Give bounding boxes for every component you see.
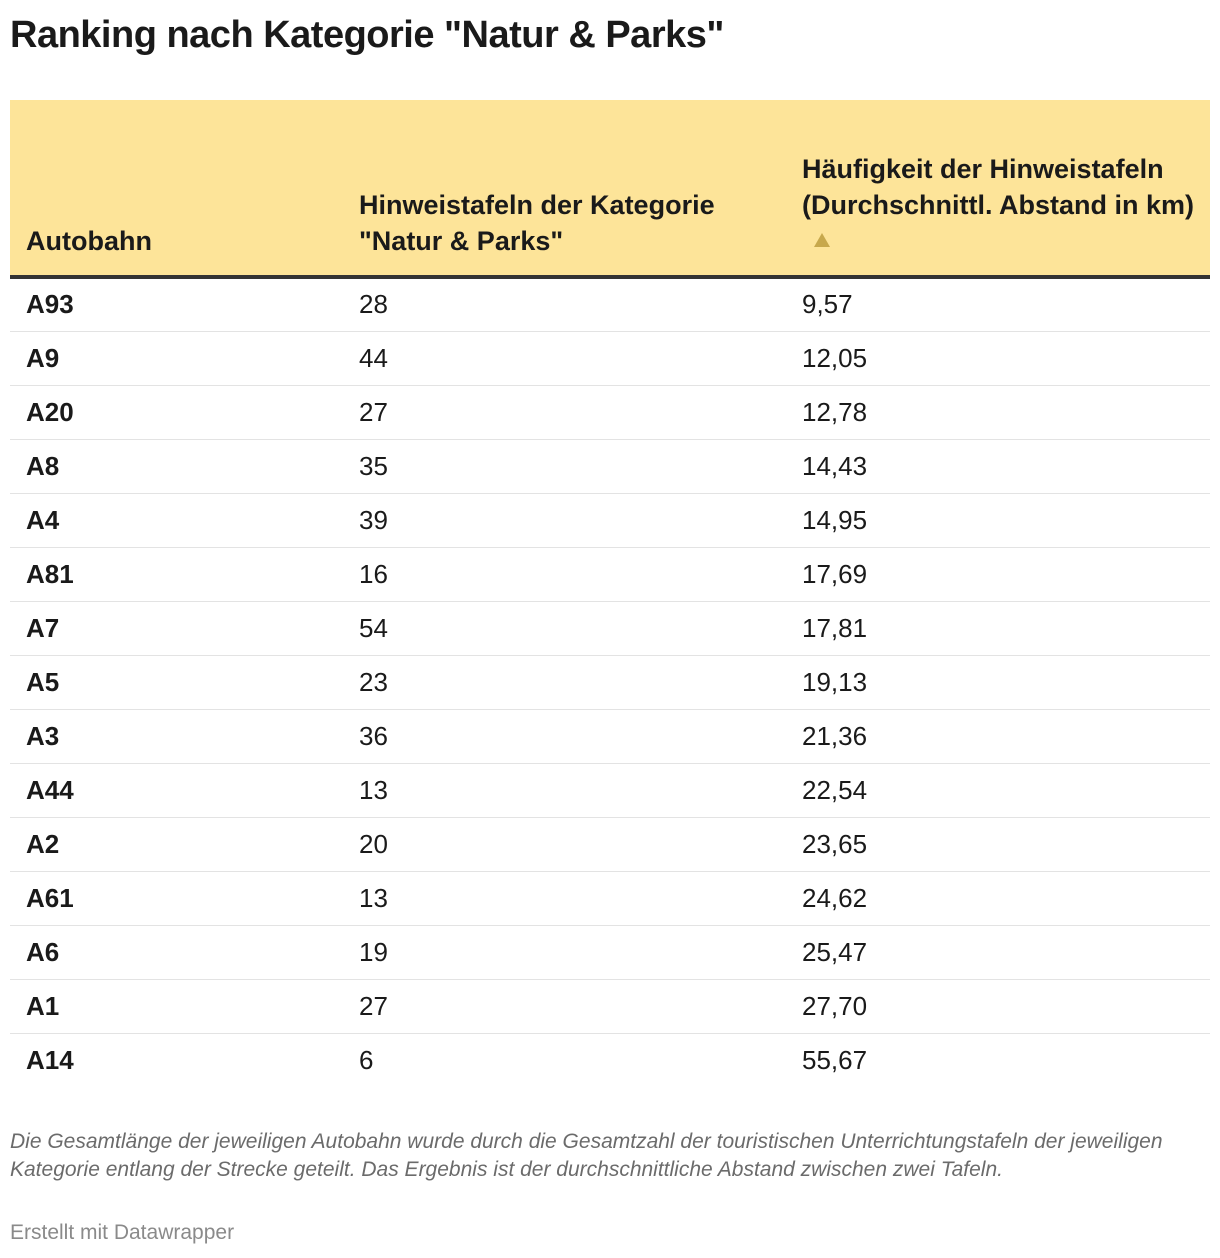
chart-notes: Die Gesamtlänge der jeweiligen Autobahn … xyxy=(10,1130,1163,1181)
table-row: A61 13 24,62 xyxy=(10,871,1210,926)
distance-cell: 55,67 xyxy=(802,1044,868,1075)
distance-cell: 12,05 xyxy=(786,331,1210,386)
distance-cell: 14,43 xyxy=(786,439,1210,494)
count-cell: 28 xyxy=(343,277,786,332)
table-body: A93 28 9,57 A9 44 12,05 A20 27 12,78 A8 35 14,43 A4 3… xyxy=(10,277,1210,1087)
autobahn-cell: A4 xyxy=(10,493,343,548)
table-row: A4 39 14,95 xyxy=(10,493,1210,548)
table-row: A20 27 12,78 xyxy=(10,385,1210,440)
count-cell: 23 xyxy=(343,655,786,710)
table-row: A81 16 17,69 xyxy=(10,547,1210,602)
table-row: A9 44 12,05 xyxy=(10,331,1210,386)
distance-cell: 19,13 xyxy=(786,655,1210,710)
count-cell: 27 xyxy=(343,979,786,1034)
count-cell: 13 xyxy=(343,763,786,818)
count-cell: 36 xyxy=(343,709,786,764)
autobahn-cell: A20 xyxy=(10,385,343,440)
autobahn-cell: A2 xyxy=(10,817,343,872)
autobahn-cell: A61 xyxy=(10,871,343,926)
count-cell: 6 xyxy=(359,1044,374,1075)
autobahn-cell: A8 xyxy=(10,439,343,494)
distance-cell: 24,62 xyxy=(786,871,1210,926)
distance-cell: 9,57 xyxy=(786,277,1210,332)
header-row: Autobahn Hinweistafeln der Kategorie "Na… xyxy=(10,100,1210,279)
table-row: A8 35 14,43 xyxy=(10,439,1210,494)
table-row: A44 13 22,54 xyxy=(10,763,1210,818)
table-row: A6 19 25,47 xyxy=(10,925,1210,980)
autobahn-cell: A81 xyxy=(10,547,343,602)
autobahn-cell: A7 xyxy=(10,601,343,656)
count-cell: 35 xyxy=(343,439,786,494)
count-cell: 39 xyxy=(343,493,786,548)
autobahn-cell: A44 xyxy=(10,763,343,818)
column-header-label: Häufigkeit der Hinweistafeln (Durchschni… xyxy=(802,154,1195,220)
autobahn-cell: A9 xyxy=(10,331,343,386)
autobahn-cell: A3 xyxy=(10,709,343,764)
distance-cell: 21,36 xyxy=(786,709,1210,764)
column-header-label: Autobahn xyxy=(26,226,152,256)
count-cell: 13 xyxy=(343,871,786,926)
table-row: A1 27 27,70 xyxy=(10,979,1210,1034)
table-header: Autobahn Hinweistafeln der Kategorie "Na… xyxy=(10,100,1210,279)
distance-cell: 22,54 xyxy=(786,763,1210,818)
column-header-count[interactable]: Hinweistafeln der Kategorie "Natur & Par… xyxy=(343,100,786,279)
count-cell: 20 xyxy=(343,817,786,872)
distance-cell: 17,69 xyxy=(786,547,1210,602)
autobahn-cell: A6 xyxy=(10,925,343,980)
distance-cell: 23,65 xyxy=(786,817,1210,872)
credit-line: Erstellt mit Datawrapper xyxy=(10,1221,235,1244)
distance-cell: 25,47 xyxy=(786,925,1210,980)
count-cell: 19 xyxy=(343,925,786,980)
distance-cell: 14,95 xyxy=(786,493,1210,548)
table-row: A3 36 21,36 xyxy=(10,709,1210,764)
autobahn-cell: A1 xyxy=(10,979,343,1034)
distance-cell: 17,81 xyxy=(786,601,1210,656)
count-cell: 54 xyxy=(343,601,786,656)
sort-ascending-icon[interactable] xyxy=(814,233,830,247)
distance-cell: 12,78 xyxy=(786,385,1210,440)
autobahn-cell: A93 xyxy=(10,277,343,332)
table-row: A7 54 17,81 xyxy=(10,601,1210,656)
count-cell: 27 xyxy=(343,385,786,440)
column-header-distance[interactable]: Häufigkeit der Hinweistafeln (Durchschni… xyxy=(786,100,1210,279)
autobahn-cell: A14 xyxy=(26,1044,74,1075)
table-row: A14 6 55,67 xyxy=(10,1033,1210,1087)
column-header-autobahn[interactable]: Autobahn xyxy=(10,100,343,279)
column-header-label: Hinweistafeln der Kategorie "Natur & Par… xyxy=(359,190,715,256)
chart-title: Ranking nach Kategorie "Natur & Parks" xyxy=(10,14,724,56)
table-row: A2 20 23,65 xyxy=(10,817,1210,872)
distance-cell: 27,70 xyxy=(786,979,1210,1034)
count-cell: 16 xyxy=(343,547,786,602)
table-row: A5 23 19,13 xyxy=(10,655,1210,710)
count-cell: 44 xyxy=(343,331,786,386)
autobahn-cell: A5 xyxy=(10,655,343,710)
data-table: Autobahn Hinweistafeln der Kategorie "Na… xyxy=(10,100,1210,1087)
table-row: A93 28 9,57 xyxy=(10,277,1210,332)
